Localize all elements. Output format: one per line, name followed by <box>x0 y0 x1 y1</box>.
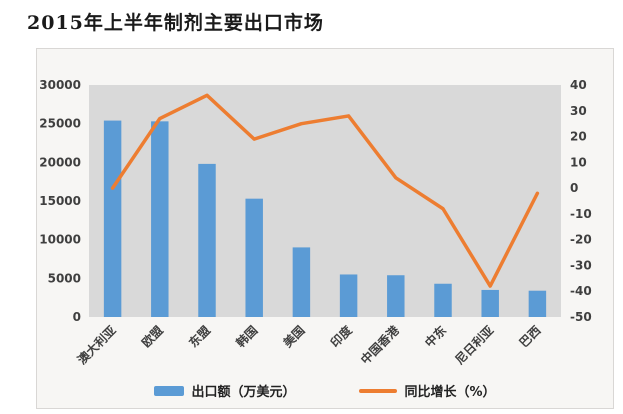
bar-中国香港 <box>387 275 405 317</box>
legend-label-yoy-growth: 同比增长（%） <box>404 385 496 400</box>
bar-澳大利亚 <box>103 120 122 317</box>
right-axis-tick-label: -20 <box>570 233 592 247</box>
x-axis-label-美国: 美国 <box>280 323 308 351</box>
bar-美国 <box>292 247 311 317</box>
bar-中东 <box>434 283 452 317</box>
bar-印度 <box>339 274 358 317</box>
x-axis-label-中国香港: 中国香港 <box>357 322 402 367</box>
right-axis-tick-label: -40 <box>570 284 592 298</box>
right-axis-tick-label: -30 <box>570 258 592 272</box>
x-axis-label-欧盟: 欧盟 <box>138 323 166 351</box>
x-axis-label-东盟: 东盟 <box>186 323 214 351</box>
chart-title: 2015年上半年制剂主要出口市场 <box>27 12 324 34</box>
left-axis-tick-label: 20000 <box>39 155 81 169</box>
chart-container: 0 5000 10000 15000 20000 25000 30000 -50 -40 -30 -… <box>36 48 614 409</box>
legend-item-yoy-growth: 同比增长（%） <box>359 381 496 400</box>
bar-legend-swatch-icon <box>154 385 185 396</box>
x-axis-label-韩国: 韩国 <box>233 323 261 351</box>
right-axis-tick-label: -10 <box>570 207 592 221</box>
right-axis-tick-label: 20 <box>570 130 587 144</box>
right-axis-tick-label: 40 <box>570 78 587 92</box>
x-axis-label-中东: 中东 <box>422 323 450 351</box>
legend-item-export-value: 出口额（万美元） <box>154 381 295 400</box>
x-axis-label-巴西: 巴西 <box>517 323 544 350</box>
bar-欧盟 <box>151 121 169 317</box>
right-axis-tick-label: 0 <box>570 181 578 195</box>
chart-legend: 出口额（万美元） 同比增长（%） <box>37 381 613 400</box>
left-axis-tick-label: 15000 <box>39 194 81 208</box>
left-axis-tick-label: 30000 <box>39 78 81 92</box>
bar-东盟 <box>198 163 216 317</box>
left-axis-tick-label: 25000 <box>39 117 81 131</box>
bar-巴西 <box>528 290 547 317</box>
x-axis-label-澳大利亚: 澳大利亚 <box>74 323 119 367</box>
right-axis-tick-label: 30 <box>570 104 587 118</box>
bar-尼日利亚 <box>481 289 499 317</box>
left-axis-tick-label: 5000 <box>48 271 81 285</box>
bar-韩国 <box>245 198 263 317</box>
left-axis-tick-label: 0 <box>73 310 81 324</box>
right-axis-tick-label: 10 <box>570 155 587 169</box>
chart-svg: 0 5000 10000 15000 20000 25000 30000 -50 -40 -30 -… <box>39 78 592 367</box>
growth-line-series <box>110 93 540 288</box>
legend-label-export-value: 出口额（万美元） <box>191 385 296 400</box>
right-axis-tick-label: -50 <box>570 310 592 324</box>
x-axis-label-印度: 印度 <box>327 322 355 350</box>
line-legend-swatch-icon <box>359 388 398 393</box>
x-axis-label-尼日利亚: 尼日利亚 <box>452 323 497 367</box>
left-axis-tick-label: 10000 <box>39 233 81 247</box>
